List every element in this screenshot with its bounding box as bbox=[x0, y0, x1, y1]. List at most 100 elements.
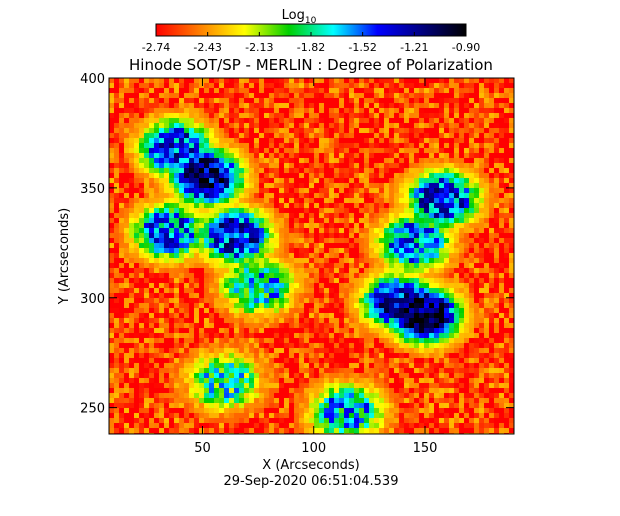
heatmap-cell bbox=[369, 183, 374, 188]
heatmap-cell bbox=[369, 118, 374, 123]
heatmap-cell bbox=[119, 368, 124, 373]
heatmap-cell bbox=[324, 88, 329, 93]
heatmap-cell bbox=[179, 138, 184, 143]
heatmap-cell bbox=[119, 263, 124, 268]
heatmap-cell bbox=[494, 103, 499, 108]
heatmap-cell bbox=[124, 378, 129, 383]
heatmap-cell bbox=[499, 348, 504, 353]
heatmap-cell bbox=[309, 238, 314, 243]
heatmap-cell bbox=[479, 288, 484, 293]
heatmap-cell bbox=[489, 78, 494, 83]
heatmap-cell bbox=[119, 118, 124, 123]
heatmap-cell bbox=[139, 168, 144, 173]
heatmap-cell bbox=[284, 223, 289, 228]
heatmap-cell bbox=[289, 178, 294, 183]
heatmap-cell bbox=[469, 268, 474, 273]
heatmap-cell bbox=[324, 108, 329, 113]
heatmap-cell bbox=[254, 323, 259, 328]
heatmap-cell bbox=[389, 128, 394, 133]
heatmap-cell bbox=[274, 383, 279, 388]
heatmap-cell bbox=[214, 263, 219, 268]
heatmap-cell bbox=[424, 288, 429, 293]
heatmap-cell bbox=[219, 368, 224, 373]
heatmap-cell bbox=[114, 153, 119, 158]
heatmap-cell bbox=[369, 228, 374, 233]
heatmap-cell bbox=[479, 263, 484, 268]
heatmap-cell bbox=[229, 168, 234, 173]
heatmap-cell bbox=[294, 293, 299, 298]
heatmap-cell bbox=[224, 98, 229, 103]
heatmap-cell bbox=[284, 308, 289, 313]
heatmap-cell bbox=[329, 153, 334, 158]
heatmap-cell bbox=[399, 103, 404, 108]
heatmap-cell bbox=[384, 273, 389, 278]
heatmap-cell bbox=[124, 173, 129, 178]
heatmap-cell bbox=[179, 243, 184, 248]
heatmap-cell bbox=[189, 278, 194, 283]
heatmap-cell bbox=[169, 198, 174, 203]
heatmap-cell bbox=[449, 108, 454, 113]
heatmap-cell bbox=[354, 278, 359, 283]
heatmap-cell bbox=[439, 168, 444, 173]
heatmap-cell bbox=[509, 188, 514, 193]
heatmap-cell bbox=[134, 183, 139, 188]
heatmap-cell bbox=[344, 183, 349, 188]
heatmap-cell bbox=[404, 188, 409, 193]
heatmap-cell bbox=[154, 348, 159, 353]
heatmap-cell bbox=[139, 223, 144, 228]
heatmap-cell bbox=[429, 223, 434, 228]
heatmap-cell bbox=[504, 298, 509, 303]
heatmap-cell bbox=[184, 178, 189, 183]
heatmap-cell bbox=[179, 353, 184, 358]
heatmap-cell bbox=[214, 153, 219, 158]
heatmap-cell bbox=[309, 343, 314, 348]
heatmap-cell bbox=[439, 153, 444, 158]
heatmap-cell bbox=[484, 138, 489, 143]
heatmap-cell bbox=[309, 373, 314, 378]
heatmap-cell bbox=[439, 278, 444, 283]
heatmap-cell bbox=[219, 178, 224, 183]
heatmap-cell bbox=[324, 173, 329, 178]
heatmap-cell bbox=[319, 323, 324, 328]
heatmap-cell bbox=[509, 98, 514, 103]
heatmap-cell bbox=[269, 113, 274, 118]
heatmap-cell bbox=[299, 253, 304, 258]
heatmap-cell bbox=[339, 178, 344, 183]
heatmap-cell bbox=[319, 318, 324, 323]
heatmap-cell bbox=[299, 233, 304, 238]
heatmap-cell bbox=[229, 273, 234, 278]
heatmap-cell bbox=[289, 218, 294, 223]
heatmap-cell bbox=[474, 193, 479, 198]
heatmap-cell bbox=[359, 223, 364, 228]
heatmap-cell bbox=[299, 238, 304, 243]
heatmap-cell bbox=[294, 118, 299, 123]
heatmap-cell bbox=[124, 308, 129, 313]
heatmap-cell bbox=[449, 103, 454, 108]
heatmap-cell bbox=[144, 373, 149, 378]
heatmap-cell bbox=[454, 323, 459, 328]
heatmap-cell bbox=[189, 193, 194, 198]
heatmap-cell bbox=[204, 248, 209, 253]
heatmap-cell bbox=[314, 153, 319, 158]
heatmap-cell bbox=[424, 178, 429, 183]
heatmap-cell bbox=[494, 183, 499, 188]
heatmap-cell bbox=[194, 363, 199, 368]
heatmap-cell bbox=[194, 378, 199, 383]
heatmap-cell bbox=[284, 98, 289, 103]
heatmap-cell bbox=[464, 243, 469, 248]
heatmap-cell bbox=[384, 368, 389, 373]
heatmap-cell bbox=[349, 128, 354, 133]
heatmap-cell bbox=[479, 338, 484, 343]
heatmap-cell bbox=[399, 178, 404, 183]
heatmap-cell bbox=[444, 103, 449, 108]
heatmap-cell bbox=[164, 288, 169, 293]
heatmap-cell bbox=[459, 333, 464, 338]
heatmap-cell bbox=[244, 133, 249, 138]
heatmap-cell bbox=[214, 198, 219, 203]
heatmap-cell bbox=[299, 133, 304, 138]
heatmap-cell bbox=[274, 143, 279, 148]
heatmap-cell bbox=[234, 353, 239, 358]
heatmap-cell bbox=[509, 178, 514, 183]
heatmap-cell bbox=[309, 103, 314, 108]
heatmap-cell bbox=[129, 188, 134, 193]
